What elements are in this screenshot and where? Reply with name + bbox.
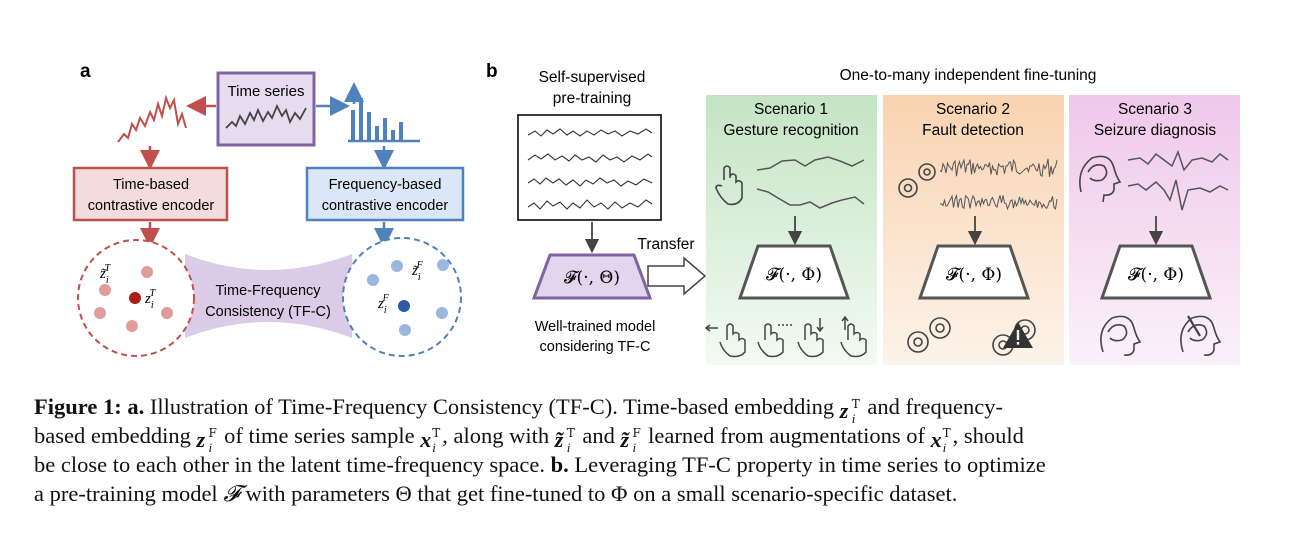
svg-text:𝓕(·, Φ): 𝓕(·, Φ) bbox=[766, 265, 822, 285]
gesture-signal-2 bbox=[756, 188, 865, 209]
time-domain-signal bbox=[117, 94, 187, 143]
svg-text:Time-based: Time-based bbox=[113, 177, 189, 193]
warning-icon bbox=[1003, 322, 1033, 348]
svg-text:𝓕(·, Φ): 𝓕(·, Φ) bbox=[1128, 265, 1184, 285]
time-latent-space: z̃iT ziT bbox=[77, 239, 195, 357]
svg-text:ziT: ziT bbox=[144, 288, 157, 311]
pretrain-model bbox=[531, 253, 653, 300]
svg-text:Consistency (TF-C): Consistency (TF-C) bbox=[205, 304, 331, 320]
head-brain-icon bbox=[1079, 155, 1122, 203]
gears-icon bbox=[898, 163, 936, 198]
svg-text:𝓕(·, Θ): 𝓕(·, Θ) bbox=[564, 268, 620, 288]
svg-text:Time-Frequency: Time-Frequency bbox=[215, 283, 321, 299]
gesture-signal-1 bbox=[756, 156, 865, 171]
scenario-1-panel bbox=[706, 95, 877, 365]
finetune-model-2 bbox=[917, 244, 1031, 300]
fault-signals bbox=[939, 158, 1058, 211]
svg-text:z̃iT: z̃iT bbox=[99, 263, 112, 286]
figure-caption: Figure 1: a. Illustration of Time-Freque… bbox=[34, 394, 1046, 506]
pretrain-data-box bbox=[517, 114, 662, 221]
svg-text:Frequency-based: Frequency-based bbox=[329, 177, 442, 193]
figure-1: a Time series Time-based contrastive enc… bbox=[72, 61, 1240, 365]
time-series-waveform bbox=[225, 103, 307, 129]
eeg-signal-1 bbox=[1127, 149, 1229, 172]
svg-text:considering TF-C: considering TF-C bbox=[540, 339, 651, 355]
svg-text:Scenario 2: Scenario 2 bbox=[936, 101, 1010, 118]
svg-text:Well-trained model: Well-trained model bbox=[535, 319, 656, 335]
svg-text:Gesture recognition: Gesture recognition bbox=[723, 122, 858, 139]
finetune-model-3 bbox=[1099, 244, 1213, 300]
pretrain-title-2: pre-training bbox=[553, 90, 631, 107]
svg-text:ziF: ziF bbox=[377, 293, 390, 316]
hand-gesture-icon bbox=[715, 165, 743, 206]
transfer-label: Transfer bbox=[637, 236, 694, 253]
svg-text:contrastive encoder: contrastive encoder bbox=[88, 198, 215, 214]
panel-b-label: b bbox=[486, 61, 498, 82]
transfer-arrow bbox=[647, 256, 707, 296]
time-encoder-box: Time-based contrastive encoder bbox=[72, 166, 229, 222]
scenario-2-panel bbox=[883, 95, 1064, 365]
svg-text:𝓕(·, Φ): 𝓕(·, Φ) bbox=[946, 265, 1002, 285]
svg-text:Seizure diagnosis: Seizure diagnosis bbox=[1094, 122, 1217, 139]
finetune-model-1 bbox=[737, 244, 851, 300]
frequency-spectrum bbox=[348, 98, 420, 143]
svg-text:Scenario 1: Scenario 1 bbox=[754, 101, 828, 118]
freq-latent-space: z̃iF ziF bbox=[342, 237, 462, 357]
finetune-title: One-to-many independent fine-tuning bbox=[840, 67, 1097, 84]
eeg-signal-2 bbox=[1127, 179, 1229, 211]
gesture-icons bbox=[704, 315, 867, 358]
svg-text:contrastive encoder: contrastive encoder bbox=[322, 198, 449, 214]
time-series-label: Time series bbox=[228, 83, 305, 100]
scenario-3-panel bbox=[1069, 95, 1240, 365]
head-icons-bottom bbox=[1100, 315, 1222, 356]
svg-text:Scenario 3: Scenario 3 bbox=[1118, 101, 1192, 118]
tf-c-band bbox=[185, 254, 352, 338]
svg-text:Fault detection: Fault detection bbox=[922, 122, 1024, 139]
pretrain-title-1: Self-supervised bbox=[539, 69, 646, 86]
freq-encoder-box: Frequency-based contrastive encoder bbox=[305, 166, 465, 222]
time-series-box: Time series bbox=[216, 71, 316, 147]
panel-a-label: a bbox=[80, 61, 91, 82]
svg-text:z̃iF: z̃iF bbox=[411, 260, 424, 283]
